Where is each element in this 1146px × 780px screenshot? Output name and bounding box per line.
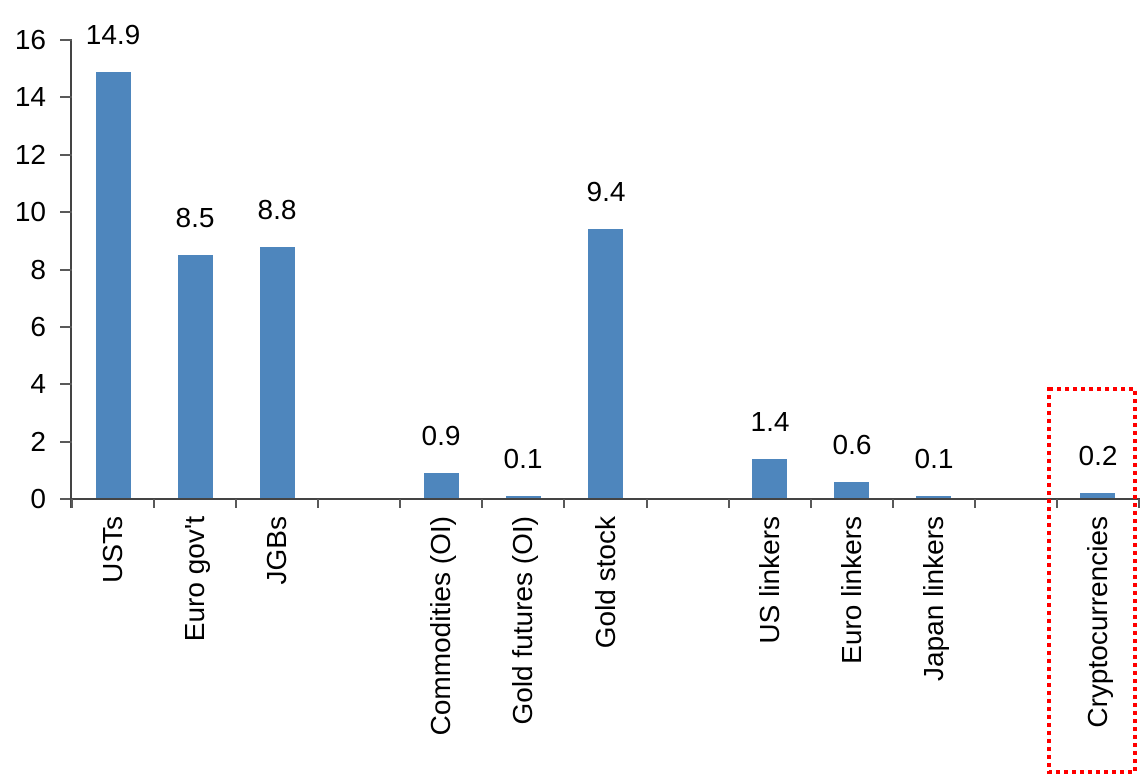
category-label: Gold stock	[590, 516, 621, 649]
y-axis-tick-label: 12	[14, 138, 46, 170]
x-axis-tick	[973, 499, 976, 508]
x-axis-tick	[1055, 499, 1058, 508]
y-axis-tick-label: 4	[30, 368, 46, 400]
y-axis-tick	[60, 268, 72, 271]
y-axis-tick	[60, 211, 72, 214]
y-axis-tick	[60, 440, 72, 443]
bar-cryptocurrencies	[1080, 493, 1115, 498]
bar-value-label: 0.1	[914, 443, 954, 474]
x-axis-tick	[235, 499, 238, 508]
x-axis-tick	[317, 499, 320, 508]
y-axis-line	[70, 39, 72, 508]
y-axis-tick-label: 8	[30, 253, 46, 285]
category-label: USTs	[97, 516, 128, 583]
x-axis-tick	[563, 499, 566, 508]
y-axis-tick-label: 16	[14, 24, 46, 55]
x-axis-tick	[153, 499, 156, 508]
bar-euro-linkers	[834, 482, 869, 498]
bar-euro-gov-t	[178, 255, 213, 498]
y-axis-tick-label: 0	[30, 483, 46, 514]
y-axis-tick-label: 14	[14, 81, 46, 113]
x-axis-tick	[71, 499, 73, 508]
y-axis-tick	[60, 39, 72, 41]
bar-gold-stock	[588, 229, 623, 498]
x-axis-tick	[891, 499, 894, 508]
bar-value-label: 1.4	[750, 406, 790, 437]
category-label: Commodities (OI)	[425, 516, 456, 736]
bar-value-label: 0.2	[1078, 440, 1118, 471]
category-label: US linkers	[754, 516, 785, 644]
bar-jgbs	[260, 247, 295, 498]
y-axis-tick-label: 10	[14, 196, 46, 228]
bar-japan-linkers	[916, 496, 951, 498]
y-axis-tick-label: 2	[30, 425, 46, 457]
bar-value-label: 0.1	[503, 443, 543, 474]
x-axis-tick	[399, 499, 402, 508]
x-axis-tick	[727, 499, 730, 508]
bar-commodities-oi-	[424, 473, 459, 498]
category-label: Japan linkers	[918, 516, 949, 681]
y-axis-tick-label: 6	[30, 310, 46, 342]
x-axis-tick	[1138, 499, 1140, 508]
x-axis-tick	[481, 499, 484, 508]
y-axis-tick	[60, 383, 72, 386]
bar-usts	[96, 72, 131, 498]
category-label: Cryptocurrencies	[1082, 516, 1113, 728]
bar-value-label: 14.9	[85, 19, 141, 50]
x-axis-line	[70, 498, 1140, 500]
bar-us-linkers	[752, 459, 787, 498]
x-axis-tick	[809, 499, 812, 508]
y-axis-tick	[60, 153, 72, 156]
bar-value-label: 9.4	[586, 176, 626, 207]
y-axis-tick	[60, 325, 72, 328]
category-label: Gold futures (OI)	[507, 516, 538, 725]
x-axis-tick	[645, 499, 648, 508]
bar-value-label: 0.9	[421, 420, 461, 451]
y-axis-tick	[60, 498, 72, 500]
category-label: Euro gov't	[179, 516, 210, 642]
bar-value-label: 0.6	[832, 429, 872, 460]
bar-value-label: 8.8	[257, 194, 297, 225]
category-label: Euro linkers	[836, 516, 867, 664]
bar-value-label: 8.5	[175, 202, 215, 233]
bar-gold-futures-oi-	[506, 496, 541, 498]
category-label: JGBs	[261, 516, 292, 585]
y-axis-tick	[60, 96, 72, 99]
